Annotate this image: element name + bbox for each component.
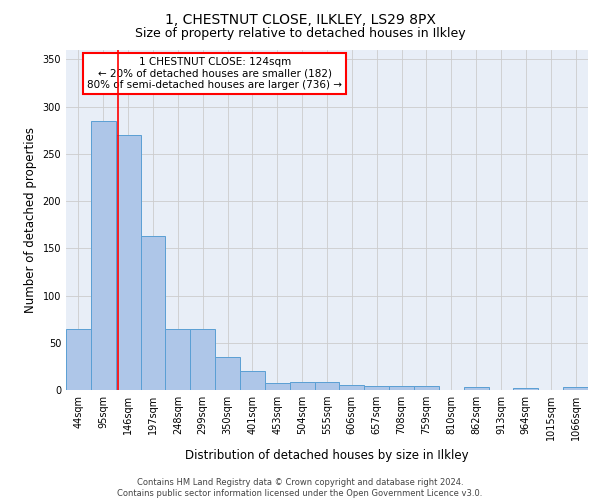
Bar: [91, 121, 116, 390]
Bar: [240, 371, 265, 390]
Bar: [66, 328, 91, 390]
Text: Contains HM Land Registry data © Crown copyright and database right 2024.
Contai: Contains HM Land Registry data © Crown c…: [118, 478, 482, 498]
Y-axis label: Number of detached properties: Number of detached properties: [24, 127, 37, 313]
Bar: [414, 386, 439, 390]
Bar: [340, 386, 364, 390]
Bar: [166, 328, 190, 390]
Bar: [116, 135, 140, 390]
Bar: [514, 388, 538, 390]
Bar: [190, 328, 215, 390]
Bar: [215, 357, 240, 390]
X-axis label: Distribution of detached houses by size in Ilkley: Distribution of detached houses by size …: [185, 448, 469, 462]
Text: 1, CHESTNUT CLOSE, ILKLEY, LS29 8PX: 1, CHESTNUT CLOSE, ILKLEY, LS29 8PX: [164, 12, 436, 26]
Text: 1 CHESTNUT CLOSE: 124sqm
← 20% of detached houses are smaller (182)
80% of semi-: 1 CHESTNUT CLOSE: 124sqm ← 20% of detach…: [87, 57, 342, 90]
Bar: [265, 384, 290, 390]
Bar: [140, 236, 166, 390]
Bar: [464, 387, 488, 390]
Bar: [389, 386, 414, 390]
Bar: [563, 387, 588, 390]
Text: Size of property relative to detached houses in Ilkley: Size of property relative to detached ho…: [134, 28, 466, 40]
Bar: [290, 382, 314, 390]
Bar: [364, 386, 389, 390]
Bar: [314, 382, 340, 390]
